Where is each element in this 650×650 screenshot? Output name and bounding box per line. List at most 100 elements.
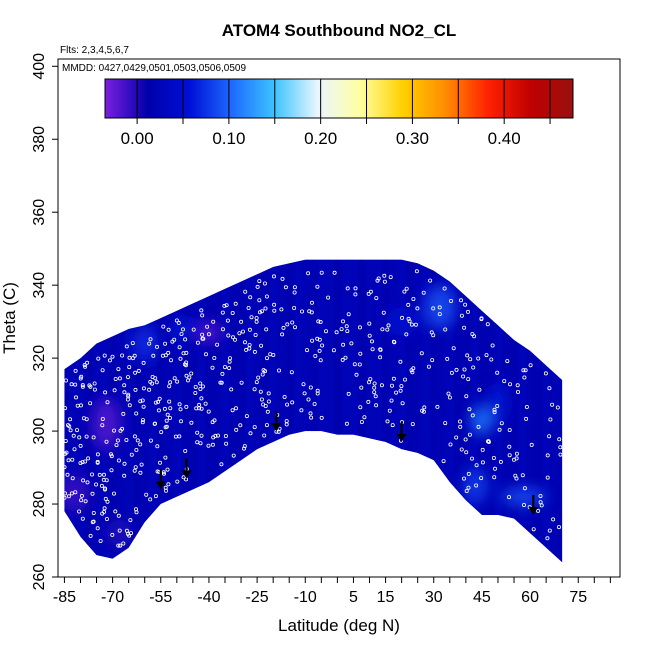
sample-point xyxy=(133,465,138,470)
sample-point xyxy=(265,409,270,414)
sample-point xyxy=(479,317,484,322)
x-tick-label: 45 xyxy=(473,589,491,606)
sample-point xyxy=(64,406,68,411)
sample-point xyxy=(100,511,105,516)
sample-point xyxy=(233,406,238,411)
sample-point xyxy=(470,413,475,418)
plot-frame xyxy=(57,58,621,578)
x-tick-label: -70 xyxy=(101,589,124,606)
sample-point xyxy=(323,329,328,334)
sample-point xyxy=(550,402,555,407)
sample-point xyxy=(84,434,89,439)
sample-point xyxy=(428,278,433,283)
sample-point xyxy=(407,319,412,324)
sample-point xyxy=(64,378,69,383)
sample-point xyxy=(340,319,345,324)
sample-point xyxy=(70,457,75,462)
streak xyxy=(125,259,133,563)
sample-point xyxy=(219,462,224,467)
sample-point xyxy=(78,443,83,448)
sample-point xyxy=(346,391,351,396)
y-axis-label: Theta (C) xyxy=(0,282,19,354)
streak xyxy=(277,259,285,563)
streak xyxy=(550,259,558,563)
sample-point xyxy=(105,400,110,405)
streak xyxy=(342,259,350,563)
sample-point xyxy=(86,456,91,461)
sample-point xyxy=(344,324,349,329)
sample-point xyxy=(268,352,273,357)
sample-point xyxy=(83,459,88,464)
sample-point xyxy=(430,358,435,363)
sample-point xyxy=(443,327,448,332)
streak xyxy=(567,59,574,577)
sample-point xyxy=(152,421,157,426)
sample-point xyxy=(189,420,194,425)
x-tick-label: 5 xyxy=(349,589,358,606)
sample-point xyxy=(206,409,211,414)
sample-point xyxy=(257,279,262,284)
sample-point xyxy=(83,499,88,504)
streak xyxy=(237,259,245,563)
sample-point xyxy=(68,417,73,422)
sample-point xyxy=(394,390,399,395)
sample-point xyxy=(480,447,485,452)
sample-point xyxy=(184,404,189,409)
sample-point xyxy=(112,491,117,496)
sample-point xyxy=(230,310,235,315)
sample-point xyxy=(353,292,358,297)
sample-point xyxy=(341,342,346,347)
sample-point xyxy=(346,312,351,317)
sample-point xyxy=(148,337,153,342)
sample-point xyxy=(264,294,269,299)
sample-point xyxy=(461,476,466,481)
sample-point xyxy=(543,371,548,376)
sample-point xyxy=(80,384,85,389)
sample-point xyxy=(68,428,73,433)
streak xyxy=(221,259,229,563)
sample-point xyxy=(166,482,171,487)
sample-point xyxy=(100,416,105,421)
sample-point xyxy=(133,387,138,392)
sample-point xyxy=(199,406,204,411)
sample-point xyxy=(206,332,211,337)
sample-point xyxy=(79,498,84,503)
sample-point xyxy=(73,368,78,373)
sample-point xyxy=(114,443,119,448)
data-feature xyxy=(501,487,547,506)
streak xyxy=(406,259,414,563)
sample-point xyxy=(466,485,471,490)
sample-point xyxy=(132,434,137,439)
y-tick-label: 340 xyxy=(31,272,48,299)
y-tick-label: 380 xyxy=(31,126,48,153)
sample-point xyxy=(144,492,149,497)
sample-point xyxy=(463,302,468,307)
sample-point xyxy=(163,341,168,346)
sample-point xyxy=(244,414,249,419)
sample-point xyxy=(141,386,146,391)
streak xyxy=(510,259,518,563)
sample-point xyxy=(109,468,114,473)
sample-point xyxy=(115,438,120,443)
sample-point xyxy=(379,383,384,388)
sample-point xyxy=(124,344,129,349)
sample-point xyxy=(448,442,453,447)
sample-point xyxy=(545,453,550,458)
sample-point xyxy=(263,369,268,374)
sample-point xyxy=(479,476,484,481)
sample-point xyxy=(521,368,526,373)
sample-point xyxy=(72,447,77,452)
sample-point xyxy=(490,343,495,348)
sample-point xyxy=(386,323,391,328)
sample-point xyxy=(385,327,390,332)
sample-point xyxy=(201,336,206,341)
streak xyxy=(518,259,526,563)
arrows xyxy=(155,411,539,515)
sample-point xyxy=(70,476,75,481)
sample-point xyxy=(168,380,173,385)
sample-point xyxy=(220,371,225,376)
sample-point xyxy=(184,373,189,378)
sample-point xyxy=(343,355,348,360)
streak xyxy=(269,259,277,563)
sample-point xyxy=(244,347,249,352)
